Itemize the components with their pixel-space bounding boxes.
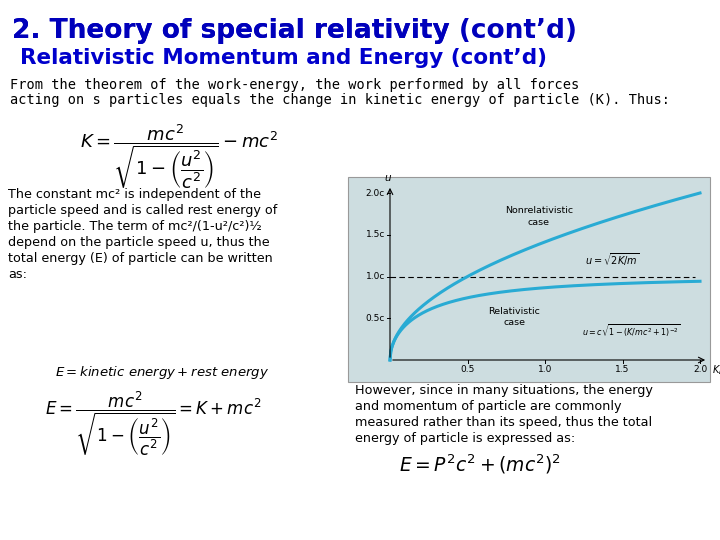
Text: However, since in many situations, the energy: However, since in many situations, the e…	[355, 384, 653, 397]
Text: 1.5: 1.5	[616, 365, 630, 374]
Text: particle speed and is called rest energy of: particle speed and is called rest energy…	[8, 204, 277, 217]
Text: 0.5c: 0.5c	[366, 314, 385, 323]
Text: $u = c\sqrt{1-(K/mc^2+1)^{-2}}$: $u = c\sqrt{1-(K/mc^2+1)^{-2}}$	[582, 323, 681, 340]
Text: total energy (E) of particle can be written: total energy (E) of particle can be writ…	[8, 252, 273, 265]
Text: From the theorem of the work-energy, the work performed by all forces: From the theorem of the work-energy, the…	[10, 78, 580, 92]
Text: $K = \dfrac{mc^2}{\sqrt{1 - \left(\dfrac{u^2}{c^2}\right)}} - mc^2$: $K = \dfrac{mc^2}{\sqrt{1 - \left(\dfrac…	[80, 122, 278, 191]
Text: The constant mc² is independent of the: The constant mc² is independent of the	[8, 188, 261, 201]
Text: 2.0c: 2.0c	[366, 188, 385, 198]
Text: and momentum of particle are commonly: and momentum of particle are commonly	[355, 400, 621, 413]
Text: as:: as:	[8, 268, 27, 281]
Text: $E = \mathit{kinetic\ energy} + \mathit{rest\ energy}$: $E = \mathit{kinetic\ energy} + \mathit{…	[55, 364, 269, 381]
Text: depend on the particle speed u, thus the: depend on the particle speed u, thus the	[8, 236, 269, 249]
Text: Nonrelativistic
case: Nonrelativistic case	[505, 206, 573, 227]
Text: Relativistic
case: Relativistic case	[488, 307, 540, 327]
Text: acting on s particles equals the change in kinetic energy of particle (K). Thus:: acting on s particles equals the change …	[10, 93, 670, 107]
Text: 2.0: 2.0	[693, 365, 707, 374]
Text: $E = P^2c^2 + \left(mc^2\right)^2$: $E = P^2c^2 + \left(mc^2\right)^2$	[399, 452, 561, 476]
Text: measured rather than its speed, thus the total: measured rather than its speed, thus the…	[355, 416, 652, 429]
Text: energy of particle is expressed as:: energy of particle is expressed as:	[355, 432, 575, 445]
Text: 1.0c: 1.0c	[366, 272, 385, 281]
Text: $u$: $u$	[384, 173, 392, 183]
Text: 2. Theory of special relativity: 2. Theory of special relativity	[12, 18, 450, 44]
Text: 2. Theory of special relativity (cont’d): 2. Theory of special relativity (cont’d)	[12, 18, 577, 44]
Text: 1.0: 1.0	[538, 365, 552, 374]
Text: 0.5: 0.5	[460, 365, 474, 374]
Text: $u = \sqrt{2K/m}$: $u = \sqrt{2K/m}$	[585, 252, 640, 268]
Text: $E = \dfrac{mc^2}{\sqrt{1 - \left(\dfrac{u^2}{c^2}\right)}} = K + mc^2$: $E = \dfrac{mc^2}{\sqrt{1 - \left(\dfrac…	[45, 390, 261, 459]
Text: $K/mc^2$: $K/mc^2$	[712, 362, 720, 377]
Text: the particle. The term of mc²/(1-u²/c²)½: the particle. The term of mc²/(1-u²/c²)½	[8, 220, 262, 233]
Text: 1.5c: 1.5c	[366, 230, 385, 239]
Text: Relativistic Momentum and Energy (cont’d): Relativistic Momentum and Energy (cont’d…	[20, 48, 547, 68]
Text: 2. Theory of special relativity (cont’d): 2. Theory of special relativity (cont’d)	[12, 18, 577, 44]
FancyBboxPatch shape	[348, 177, 710, 382]
